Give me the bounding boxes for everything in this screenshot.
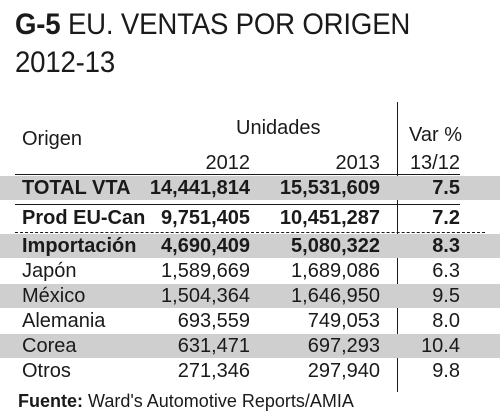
figure-title-text: EU. VENTAS POR ORIGEN xyxy=(67,8,411,41)
row-origin: Japón xyxy=(22,260,77,282)
row-var: 9.8 xyxy=(432,360,460,382)
dashed-rule xyxy=(15,232,485,233)
row-2012: 9,751,405 xyxy=(161,207,250,229)
table-row: Corea 631,471 697,293 10.4 xyxy=(0,334,500,358)
header-origen: Origen xyxy=(22,128,83,150)
source-label: Fuente: xyxy=(18,391,83,411)
header-var-period: 13/12 xyxy=(409,152,460,174)
table-row: Otros 271,346 297,940 9.8 xyxy=(0,359,500,383)
row-2013: 749,053 xyxy=(307,310,380,332)
table-row: Japón 1,589,669 1,689,086 6.3 xyxy=(0,259,500,283)
row-origin: México xyxy=(22,285,86,307)
row-origin: Otros xyxy=(22,360,71,382)
row-origin: Prod EU-Can xyxy=(22,207,146,229)
figure-code: G-5 xyxy=(15,8,61,41)
table-row: Prod EU-Can 9,751,405 10,451,287 7.2 xyxy=(0,206,500,230)
row-origin: Importación xyxy=(22,235,137,257)
row-origin: TOTAL VTA xyxy=(22,177,131,199)
row-2012: 693,559 xyxy=(177,310,250,332)
row-2013: 1,689,086 xyxy=(291,260,380,282)
row-var: 7.2 xyxy=(432,207,460,229)
row-2012: 271,346 xyxy=(177,360,250,382)
row-2013: 5,080,322 xyxy=(291,235,380,257)
row-2013: 10,451,287 xyxy=(279,207,380,229)
row-2013: 297,940 xyxy=(307,360,380,382)
row-var: 8.3 xyxy=(432,235,460,257)
row-2013: 15,531,609 xyxy=(279,177,380,199)
header-year-2013: 2013 xyxy=(335,152,381,174)
header-year-2012: 2012 xyxy=(205,152,251,174)
row-2013: 1,646,950 xyxy=(291,285,380,307)
table-row: Importación 4,690,409 5,080,322 8.3 xyxy=(0,234,500,258)
row-var: 10.4 xyxy=(421,335,460,357)
row-rule xyxy=(15,204,460,205)
source-note: Fuente: Ward's Automotive Reports/AMIA xyxy=(18,390,354,412)
source-text: Ward's Automotive Reports/AMIA xyxy=(83,391,354,411)
row-var: 7.5 xyxy=(432,177,460,199)
row-2012: 1,504,364 xyxy=(161,285,250,307)
row-var: 9.5 xyxy=(432,285,460,307)
row-origin: Alemania xyxy=(22,310,106,332)
figure-title: G-5 EU. VENTAS POR ORIGEN 2012-13 xyxy=(15,6,447,82)
row-2012: 14,441,814 xyxy=(149,177,250,199)
header-var: Var % xyxy=(409,124,462,146)
figure-title-years: 2012-13 xyxy=(15,46,116,79)
header-rule xyxy=(15,174,460,175)
row-2012: 1,589,669 xyxy=(161,260,250,282)
table-row: TOTAL VTA 14,441,814 15,531,609 7.5 xyxy=(0,176,500,200)
row-2013: 697,293 xyxy=(307,335,380,357)
header-unidades: Unidades xyxy=(236,117,321,139)
row-var: 6.3 xyxy=(432,260,460,282)
row-var: 8.0 xyxy=(432,310,460,332)
table-row: México 1,504,364 1,646,950 9.5 xyxy=(0,284,500,308)
row-2012: 4,690,409 xyxy=(161,235,250,257)
table-row: Alemania 693,559 749,053 8.0 xyxy=(0,309,500,333)
row-origin: Corea xyxy=(22,335,77,357)
row-2012: 631,471 xyxy=(177,335,250,357)
